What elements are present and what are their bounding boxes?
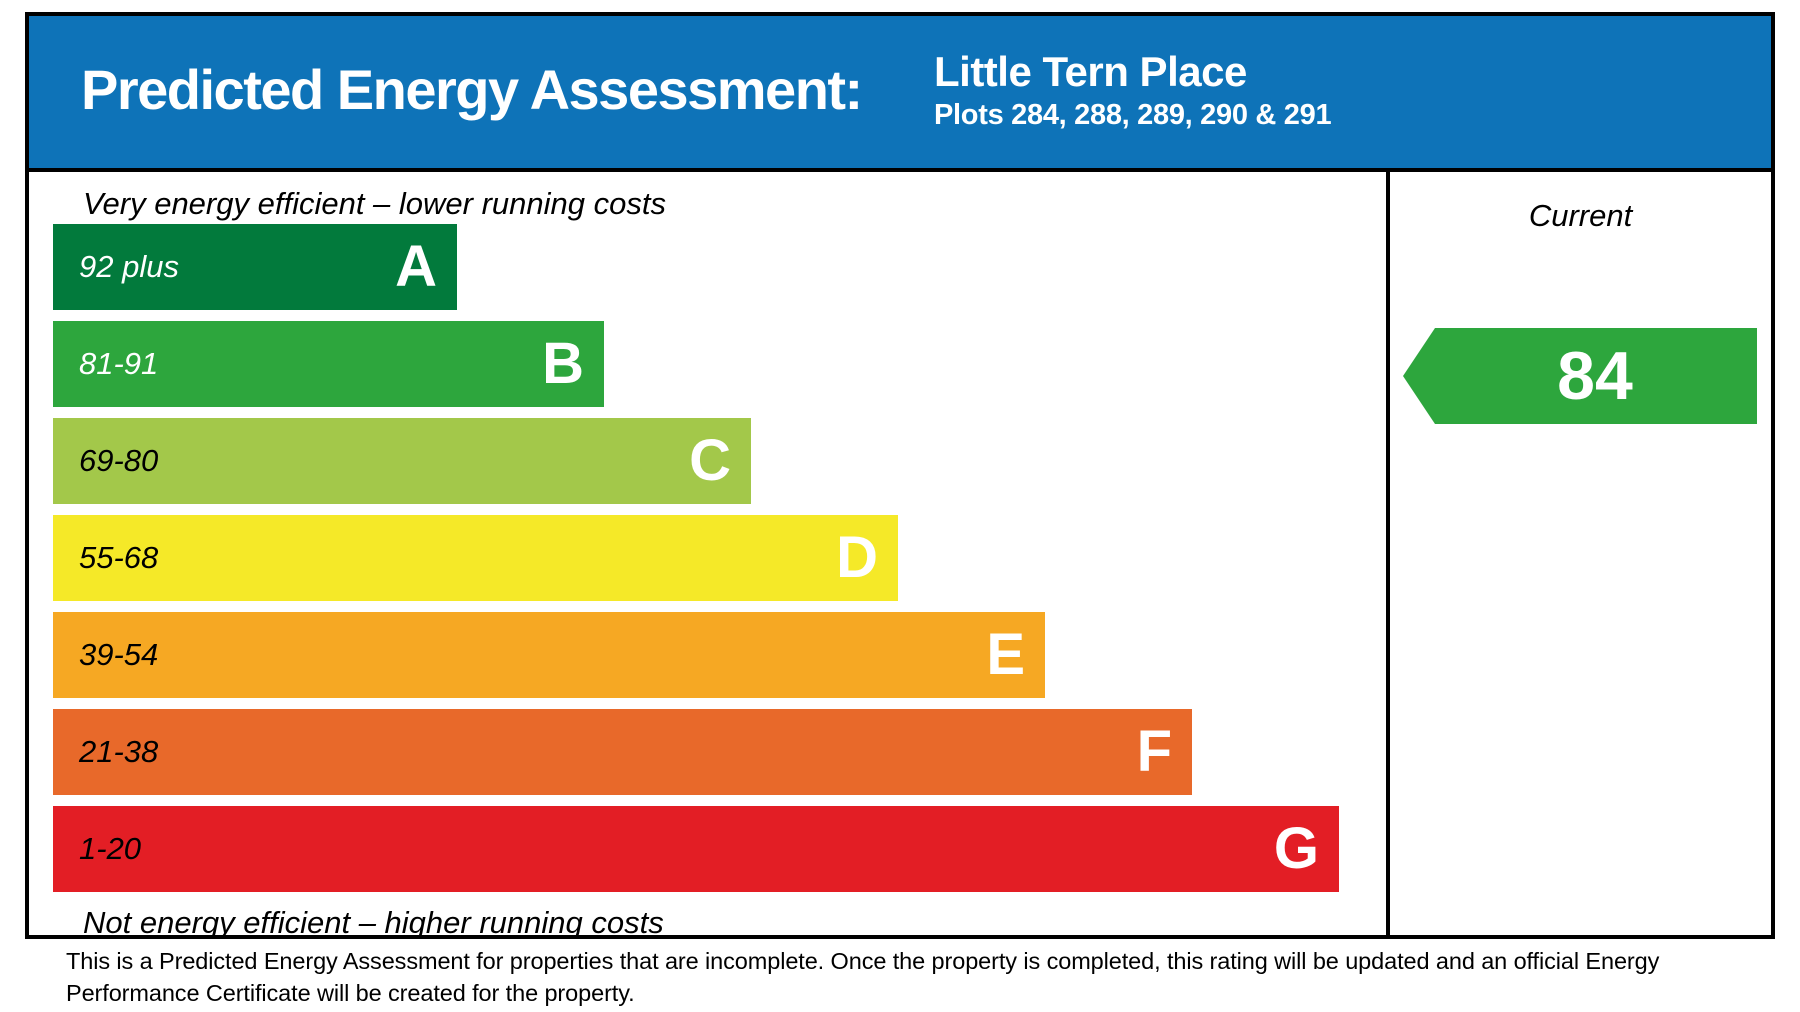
current-rating-arrow: 84	[1403, 328, 1757, 424]
band-letter: A	[395, 234, 437, 299]
current-column-header: Current	[1528, 198, 1633, 233]
band-range-label: 39-54	[79, 637, 159, 672]
current-rating-column: Current 84	[1386, 172, 1771, 935]
band-bar-d: 55-68 D	[53, 515, 898, 601]
band-bar-f: 21-38 F	[53, 709, 1192, 795]
band-bar-c: 69-80 C	[53, 418, 751, 504]
rating-bars: 92 plus A 81-91 B 69-80 C 55-68 D	[53, 224, 1386, 892]
property-plots: Plots 284, 288, 289, 290 & 291	[934, 99, 1332, 132]
band-range-label: 81-91	[79, 346, 159, 381]
band-letter: G	[1273, 816, 1319, 881]
header-banner: Predicted Energy Assessment: Little Tern…	[29, 16, 1771, 172]
band-range-label: 69-80	[79, 443, 159, 478]
band-range-label: 1-20	[79, 831, 142, 866]
band-letter: D	[836, 525, 878, 590]
epc-chart-frame: Predicted Energy Assessment: Little Tern…	[25, 12, 1775, 939]
band-range-label: 21-38	[79, 734, 159, 769]
band-bar-a: 92 plus A	[53, 224, 457, 310]
band-range-label: 55-68	[79, 540, 159, 575]
band-bar-e: 39-54 E	[53, 612, 1045, 698]
band-letter: F	[1136, 719, 1172, 784]
bottom-caption: Not energy efficient – higher running co…	[83, 905, 664, 935]
rating-scale-column: Very energy efficient – lower running co…	[29, 172, 1386, 935]
band-letter: C	[689, 428, 731, 493]
chart-body: Very energy efficient – lower running co…	[29, 172, 1771, 935]
band-bar-g: 1-20 G	[53, 806, 1339, 892]
current-rating-value: 84	[1557, 338, 1633, 414]
property-address-block: Little Tern Place Plots 284, 288, 289, 2…	[934, 48, 1332, 132]
band-letter: E	[986, 622, 1025, 687]
property-name: Little Tern Place	[934, 48, 1247, 95]
top-caption: Very energy efficient – lower running co…	[83, 186, 666, 221]
band-range-label: 92 plus	[79, 249, 179, 284]
page-title: Predicted Energy Assessment:	[81, 58, 863, 121]
band-letter: B	[542, 331, 584, 396]
band-bar-b: 81-91 B	[53, 321, 604, 407]
footer-disclaimer: This is a Predicted Energy Assessment fo…	[66, 948, 1660, 1006]
